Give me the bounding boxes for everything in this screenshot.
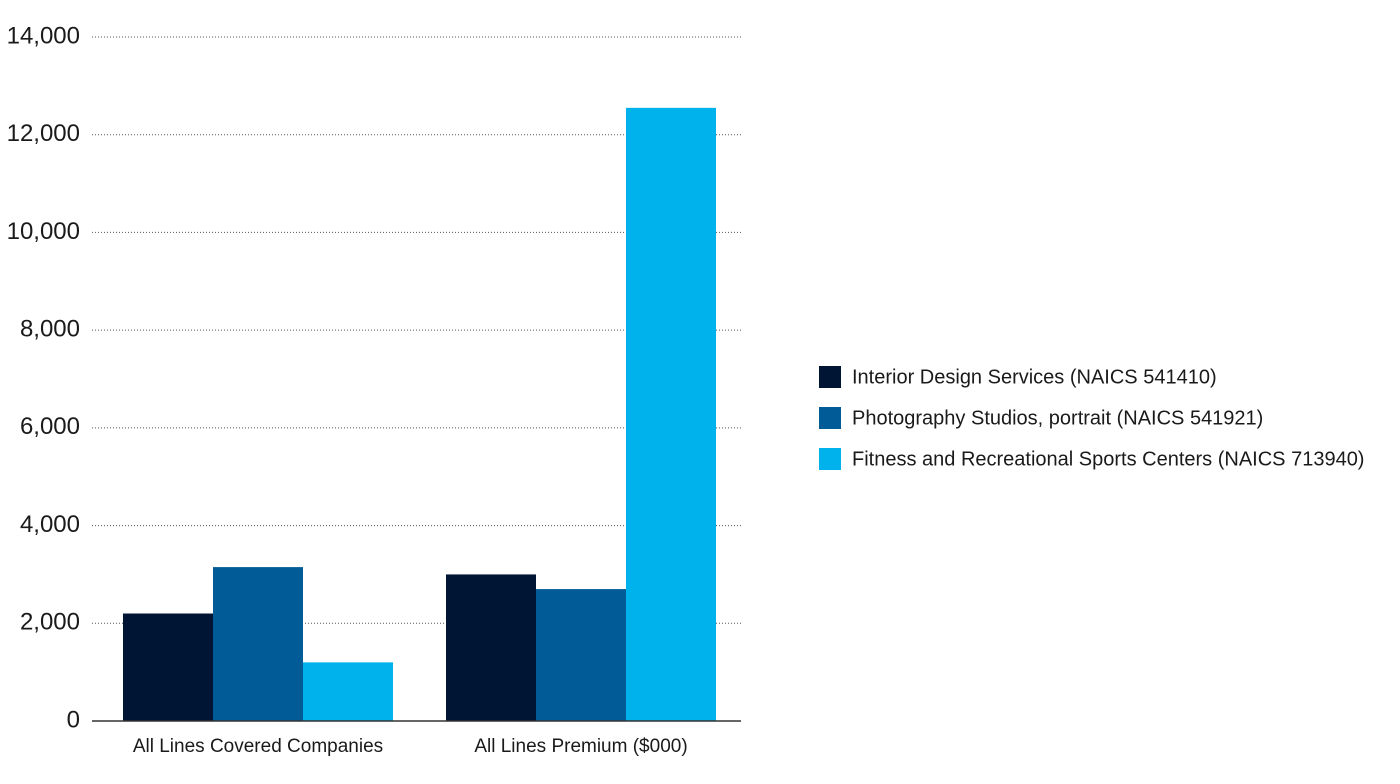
y-axis-ticks: 0 2,000 4,000 6,000 8,000 10,000 12,000 14,000 xyxy=(7,22,80,733)
y-tick-label: 8,000 xyxy=(20,315,80,342)
legend-item: Interior Design Services (NAICS 541410) xyxy=(819,366,1217,388)
x-category-label: All Lines Covered Companies xyxy=(133,736,383,757)
y-tick-label: 6,000 xyxy=(20,413,80,440)
x-axis-categories: All Lines Covered Companies All Lines Pre… xyxy=(133,736,688,757)
bars xyxy=(123,107,716,722)
legend-swatch xyxy=(819,448,841,470)
bar xyxy=(303,662,393,721)
legend-label: Fitness and Recreational Sports Centers … xyxy=(852,448,1364,470)
legend-swatch xyxy=(819,407,841,429)
y-tick-label: 10,000 xyxy=(7,218,80,245)
legend-label: Photography Studios, portrait (NAICS 541… xyxy=(852,407,1263,429)
y-tick-label: 0 xyxy=(67,706,80,733)
y-tick-label: 4,000 xyxy=(20,511,80,538)
legend-item: Photography Studios, portrait (NAICS 541… xyxy=(819,407,1263,429)
legend-label: Interior Design Services (NAICS 541410) xyxy=(852,366,1217,388)
legend-item: Fitness and Recreational Sports Centers … xyxy=(819,448,1364,470)
y-tick-label: 12,000 xyxy=(7,120,80,147)
y-tick-label: 2,000 xyxy=(20,609,80,636)
bar xyxy=(626,107,716,722)
y-tick-label: 14,000 xyxy=(7,22,80,49)
bar xyxy=(536,589,626,721)
x-category-label: All Lines Premium ($000) xyxy=(474,736,687,757)
gridlines xyxy=(92,36,741,624)
bar xyxy=(213,567,303,721)
legend-swatch xyxy=(819,366,841,388)
legend: Interior Design Services (NAICS 541410) P… xyxy=(819,366,1364,470)
bar xyxy=(446,574,536,721)
bar xyxy=(123,613,213,721)
